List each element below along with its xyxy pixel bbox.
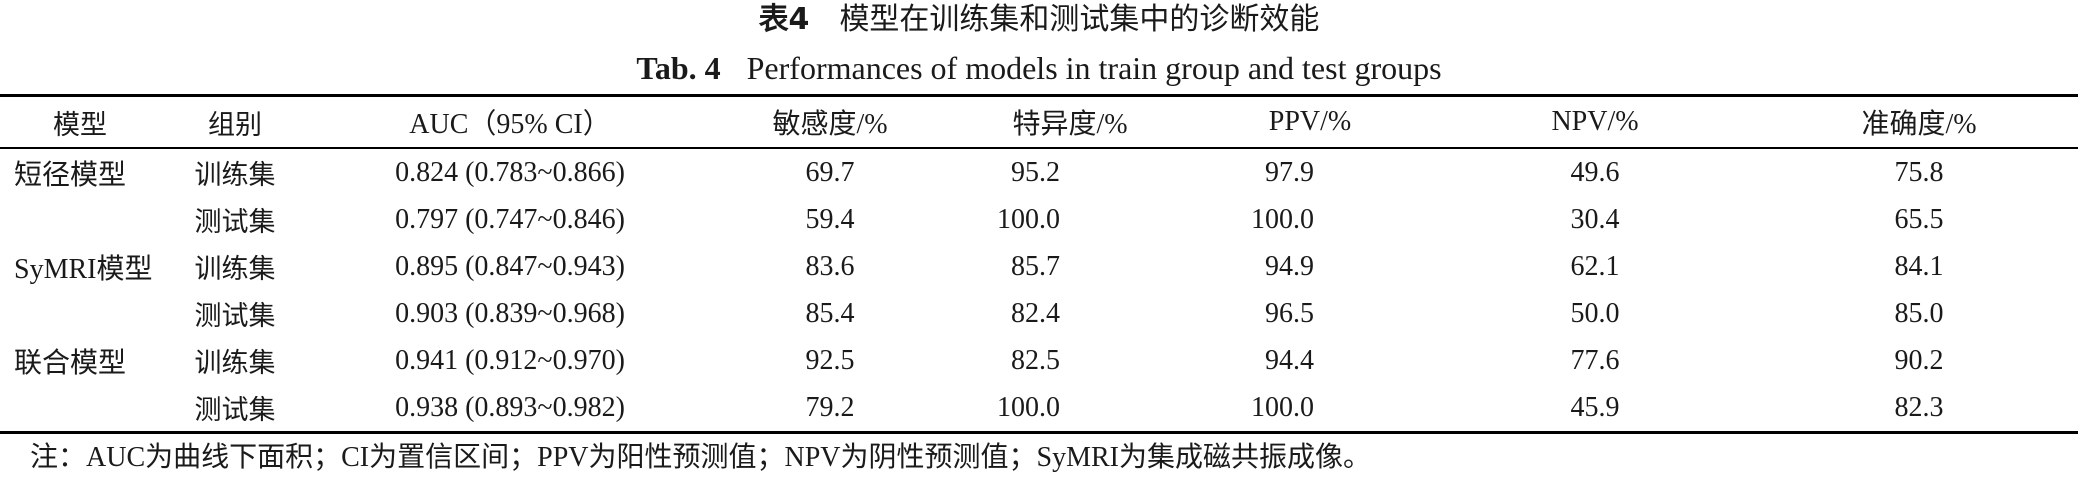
table-footnote: 注：AUC为曲线下面积；CI为置信区间；PPV为阳性预测值；NPV为阴性预测值；… xyxy=(30,442,1371,473)
table-title-cn: 表4 模型在训练集和测试集中的诊断效能 xyxy=(0,0,2078,40)
cell-npv: 45.9 xyxy=(1570,391,1620,423)
cell-npv: 49.6 xyxy=(1570,156,1620,188)
col-header-npv: NPV/% xyxy=(1551,106,1639,137)
cell-accuracy: 65.5 xyxy=(1894,203,1944,235)
cell-sensitivity: 69.7 xyxy=(805,156,855,188)
cell-ppv: 100.0 xyxy=(1251,391,1314,423)
cell-group: 训练集 xyxy=(194,160,276,191)
cell-npv: 77.6 xyxy=(1570,344,1620,376)
table-row: 测试集 0.903 (0.839~0.968) 85.4 82.4 96.5 5… xyxy=(0,290,2078,337)
col-header-accuracy: 准确度/% xyxy=(1861,109,1977,140)
col-header-specificity: 特异度/% xyxy=(1012,109,1128,140)
cell-model: 短径模型 xyxy=(14,159,127,191)
cell-accuracy: 84.1 xyxy=(1894,250,1944,282)
cell-npv: 30.4 xyxy=(1570,203,1620,235)
table-number-cn: 表4 xyxy=(758,2,810,37)
table-row: 联合模型 训练集 0.941 (0.912~0.970) 92.5 82.5 9… xyxy=(0,337,2078,384)
cell-specificity: 100.0 xyxy=(997,203,1060,235)
cell-auc: 0.895 (0.847~0.943) xyxy=(395,250,625,282)
cell-group: 测试集 xyxy=(194,395,276,426)
cell-model: SyMRI模型 xyxy=(14,253,153,285)
table-title-en: Tab. 4 Performances of models in train gr… xyxy=(0,46,2078,90)
table-row: SyMRI模型 训练集 0.895 (0.847~0.943) 83.6 85.… xyxy=(0,243,2078,290)
cell-group: 训练集 xyxy=(194,348,276,379)
cell-sensitivity: 59.4 xyxy=(805,203,855,235)
cell-sensitivity: 79.2 xyxy=(805,391,855,423)
table-row: 短径模型 训练集 0.824 (0.783~0.866) 69.7 95.2 9… xyxy=(0,148,2078,196)
cell-group: 测试集 xyxy=(194,207,276,238)
cell-ppv: 94.4 xyxy=(1265,344,1314,376)
cell-accuracy: 85.0 xyxy=(1894,297,1944,329)
cell-model xyxy=(0,290,160,337)
cell-ppv: 97.9 xyxy=(1265,156,1314,188)
col-header-model: 模型 xyxy=(53,109,107,141)
table-caption-cn: 模型在训练集和测试集中的诊断效能 xyxy=(839,3,1320,36)
cell-specificity: 82.4 xyxy=(1011,297,1060,329)
cell-auc: 0.903 (0.839~0.968) xyxy=(395,297,625,329)
cell-auc: 0.938 (0.893~0.982) xyxy=(395,391,625,423)
cell-npv: 50.0 xyxy=(1570,297,1620,329)
header-row: 模型 组别 AUC（95% CI） 敏感度/% 特异度/% PPV/% NPV/… xyxy=(0,95,2078,148)
cell-npv: 62.1 xyxy=(1570,250,1620,282)
cell-specificity: 100.0 xyxy=(997,391,1060,423)
cell-sensitivity: 83.6 xyxy=(805,250,855,282)
table-caption-en: Performances of models in train group an… xyxy=(746,50,1442,86)
table-row: 测试集 0.938 (0.893~0.982) 79.2 100.0 100.0… xyxy=(0,384,2078,433)
cell-model xyxy=(0,384,160,433)
cell-sensitivity: 92.5 xyxy=(805,344,855,376)
cell-sensitivity: 85.4 xyxy=(805,297,855,329)
col-header-sensitivity: 敏感度/% xyxy=(772,109,888,140)
cell-auc: 0.941 (0.912~0.970) xyxy=(395,344,625,376)
col-header-auc: AUC（95% CI） xyxy=(409,109,611,140)
cell-model: 联合模型 xyxy=(14,347,127,379)
cell-accuracy: 75.8 xyxy=(1894,156,1944,188)
cell-model xyxy=(0,196,160,243)
cell-specificity: 95.2 xyxy=(1011,156,1060,188)
cell-ppv: 100.0 xyxy=(1251,203,1314,235)
cell-specificity: 85.7 xyxy=(1011,250,1060,282)
table-row: 测试集 0.797 (0.747~0.846) 59.4 100.0 100.0… xyxy=(0,196,2078,243)
cell-ppv: 94.9 xyxy=(1265,250,1314,282)
cell-accuracy: 90.2 xyxy=(1894,344,1944,376)
col-header-ppv: PPV/% xyxy=(1268,106,1352,137)
cell-auc: 0.824 (0.783~0.866) xyxy=(395,156,625,188)
performance-table: 模型 组别 AUC（95% CI） 敏感度/% 特异度/% PPV/% NPV/… xyxy=(0,94,2078,434)
cell-accuracy: 82.3 xyxy=(1894,391,1944,423)
cell-specificity: 82.5 xyxy=(1011,344,1060,376)
cell-auc: 0.797 (0.747~0.846) xyxy=(395,203,625,235)
cell-ppv: 96.5 xyxy=(1265,297,1314,329)
cell-group: 测试集 xyxy=(194,301,276,332)
col-header-group: 组别 xyxy=(208,109,262,141)
table-number-en: Tab. 4 xyxy=(636,50,721,86)
cell-group: 训练集 xyxy=(194,254,276,285)
